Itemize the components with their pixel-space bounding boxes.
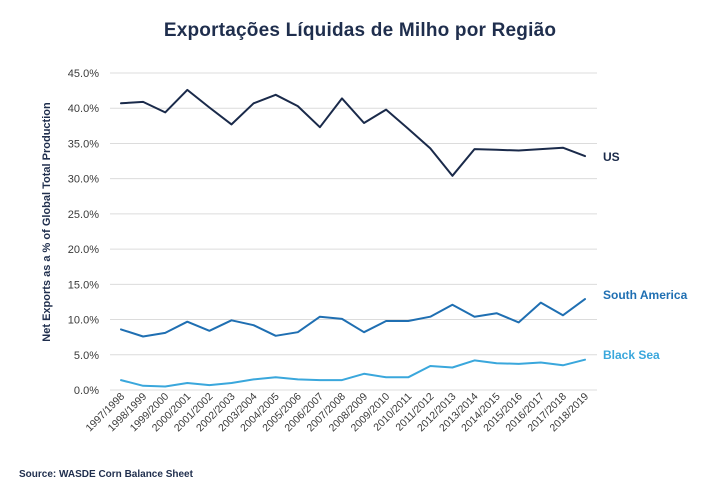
series-line-black-sea — [120, 358, 586, 388]
y-tick-label: 35.0% — [68, 138, 99, 150]
y-tick-label: 25.0% — [68, 209, 99, 221]
y-tick-label: 40.0% — [68, 103, 99, 115]
y-tick-label: 45.0% — [68, 68, 99, 80]
y-tick-labels: 0.0% 5.0% 10.0% 15.0% 20.0% 25.0% 30.0% 35.0% 40… — [68, 68, 99, 397]
series-label-us: US — [603, 150, 620, 164]
y-tick-label: 20.0% — [68, 244, 99, 256]
series-label-south-america: South America — [603, 288, 688, 302]
series-line-south-america — [120, 298, 586, 338]
x-tick-labels: 1997/19981998/19991999/20002000/20012001… — [84, 391, 592, 435]
series-lines — [120, 88, 586, 388]
series-line-us — [120, 88, 586, 177]
y-tick-label: 10.0% — [68, 315, 99, 327]
source-note: Source: WASDE Corn Balance Sheet — [19, 469, 193, 480]
series-labels: US South America Black Sea — [603, 150, 688, 362]
series-label-black-sea: Black Sea — [603, 348, 660, 362]
gridlines — [110, 72, 597, 391]
y-tick-label: 5.0% — [74, 350, 99, 362]
chart-title: Exportações Líquidas de Milho por Região — [163, 20, 557, 41]
y-tick-label: 15.0% — [68, 279, 99, 291]
y-tick-label: 30.0% — [68, 174, 99, 186]
y-tick-label: 0.0% — [74, 385, 99, 397]
